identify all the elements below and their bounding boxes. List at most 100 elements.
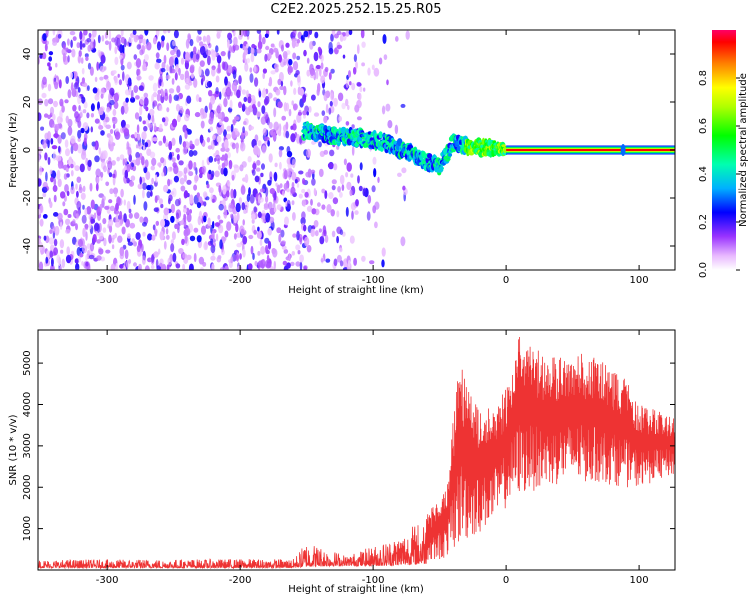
spectrogram-noise-cell: [168, 56, 174, 67]
spectrogram-noise-cell: [172, 40, 176, 47]
spectrogram-noise-cell: [349, 235, 355, 244]
spectrogram-noise-cell: [206, 34, 211, 44]
spectrogram-noise-cell: [136, 245, 141, 253]
spectrogram-noise-cell: [306, 205, 313, 212]
spectrogram-noise-cell: [173, 175, 179, 183]
spectrogram-noise-cell: [342, 54, 346, 59]
spectrogram-noise-cell: [195, 167, 198, 176]
spectrogram-noise-cell: [314, 230, 319, 237]
spectrogram-noise-cell: [202, 191, 208, 198]
spectrogram-noise-cell: [115, 221, 121, 228]
spectrogram-noise-cell: [270, 129, 274, 136]
spectrogram-noise-cell: [257, 194, 261, 204]
spectrogram-noise-cell: [159, 78, 162, 86]
spectrogram-noise-cell: [215, 75, 220, 83]
spectrogram-noise-cell: [162, 135, 166, 144]
spectrogram-noise-cell: [122, 71, 125, 82]
spectrogram-noise-cell: [299, 88, 305, 96]
spectrogram-noise-cell: [149, 124, 153, 131]
spectrogram-noise-cell: [157, 162, 162, 167]
spectrogram-noise-cell: [100, 150, 106, 160]
spectrogram-noise-cell: [94, 76, 98, 83]
spectrogram-noise-cell: [214, 222, 220, 227]
spectrogram-noise-cell: [283, 182, 288, 191]
spectrogram-noise-cell: [282, 51, 288, 59]
spectrogram-noise-cell: [53, 100, 58, 108]
spectrogram-noise-cell: [386, 79, 389, 86]
spectrogram-noise-cell: [319, 67, 322, 77]
spectrogram-noise-cell: [304, 236, 310, 247]
spectrogram-noise-cell: [47, 156, 51, 166]
spectrogram-noise-cell: [295, 261, 301, 267]
spectrogram-noise-cell: [127, 241, 134, 246]
spectrogram-noise-cell: [160, 68, 166, 73]
spectrogram-noise-cell: [277, 78, 282, 86]
spectrogram-noise-cell: [164, 88, 168, 97]
spectrogram-noise-cell: [241, 103, 246, 112]
spectrogram-noise-cell: [327, 162, 334, 169]
spectrogram-noise-cell: [101, 35, 105, 42]
spectrogram-noise-cell: [377, 176, 380, 183]
spectrogram-noise-cell: [283, 61, 287, 66]
spectrogram-noise-cell: [139, 105, 143, 116]
spectrogram-noise-cell: [79, 30, 83, 40]
spectrogram-noise-cell: [208, 156, 214, 163]
spectrogram-noise-cell: [144, 265, 150, 270]
spectrogram-noise-cell: [184, 227, 191, 236]
spectrogram-noise-cell: [108, 219, 114, 227]
spectrogram-noise-cell: [263, 203, 269, 209]
spectrogram-noise-cell: [233, 254, 239, 261]
spectrogram-noise-cell: [55, 62, 58, 68]
spectrogram-noise-cell: [111, 244, 115, 250]
spectrogram-noise-cell: [47, 62, 51, 67]
spectrogram-noise-cell: [264, 237, 270, 244]
spectrogram-noise-cell: [371, 185, 376, 193]
spectrogram-noise-cell: [292, 212, 296, 221]
spectrogram-noise-cell: [160, 203, 164, 209]
spectrogram-noise-cell: [65, 218, 71, 225]
spectrogram-noise-cell: [158, 198, 163, 205]
spectrogram-noise-cell: [82, 109, 87, 114]
spectrogram-noise-cell: [90, 218, 96, 224]
spectrogram-noise-cell: [402, 185, 406, 191]
spectrogram-noise-cell: [284, 216, 289, 226]
spectrogram-noise-cell: [326, 204, 332, 213]
spectrogram-noise-cell: [187, 33, 191, 41]
spectrogram-noise-cell: [358, 185, 363, 192]
spectrogram-noise-cell: [321, 188, 326, 194]
spectrogram-noise-cell: [163, 240, 167, 250]
spectrogram-noise-cell: [204, 241, 208, 250]
spectrogram-noise-cell: [174, 198, 181, 207]
spectrogram-noise-cell: [171, 231, 176, 241]
spectrogram-noise-cell: [268, 153, 273, 163]
spectrogram-noise-cell: [276, 227, 282, 234]
spectrogram-noise-cell: [196, 192, 200, 199]
spectrogram-noise-cell: [306, 148, 311, 158]
spectrogram-noise-cell: [240, 185, 246, 195]
spectrogram-noise-cell: [114, 46, 118, 55]
spectrogram-noise-cell: [180, 220, 184, 226]
spectrogram-noise-cell: [290, 133, 296, 143]
spectrogram-noise-cell: [170, 243, 175, 253]
spectrogram-noise-cell: [82, 227, 86, 238]
spectrogram-noise-cell: [245, 107, 251, 116]
spectrogram-noise-cell: [291, 158, 296, 169]
spectrogram-noise-cell: [288, 66, 294, 73]
spectrogram-noise-cell: [100, 171, 104, 178]
spectrogram-noise-cell: [150, 190, 153, 197]
spectrogram-noise-cell: [110, 263, 116, 270]
spectrogram-noise-cell: [317, 82, 321, 93]
spectrogram-noise-cell: [366, 211, 371, 221]
spectrogram-noise-cell: [163, 30, 167, 34]
spectrogram-noise-cell: [172, 118, 177, 128]
spectrogram-noise-cell: [136, 68, 141, 76]
spectrogram-noise-cell: [228, 159, 233, 170]
spectrogram-noise-cell: [215, 87, 219, 95]
spectrogram-noise-cell: [296, 182, 300, 188]
spectrogram-noise-cell: [346, 181, 352, 191]
spectrogram-noise-cell: [351, 210, 354, 220]
spectrogram-noise-cell: [242, 126, 246, 134]
spectrogram-noise-cell: [275, 182, 278, 187]
spectrogram-noise-cell: [128, 259, 132, 264]
